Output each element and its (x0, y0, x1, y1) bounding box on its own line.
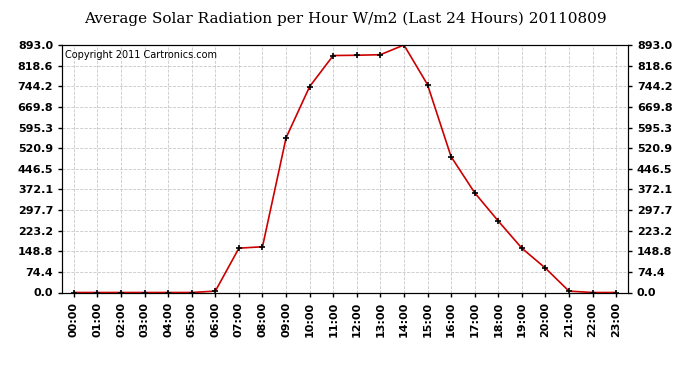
Text: Copyright 2011 Cartronics.com: Copyright 2011 Cartronics.com (65, 50, 217, 60)
Text: Average Solar Radiation per Hour W/m2 (Last 24 Hours) 20110809: Average Solar Radiation per Hour W/m2 (L… (83, 11, 607, 26)
